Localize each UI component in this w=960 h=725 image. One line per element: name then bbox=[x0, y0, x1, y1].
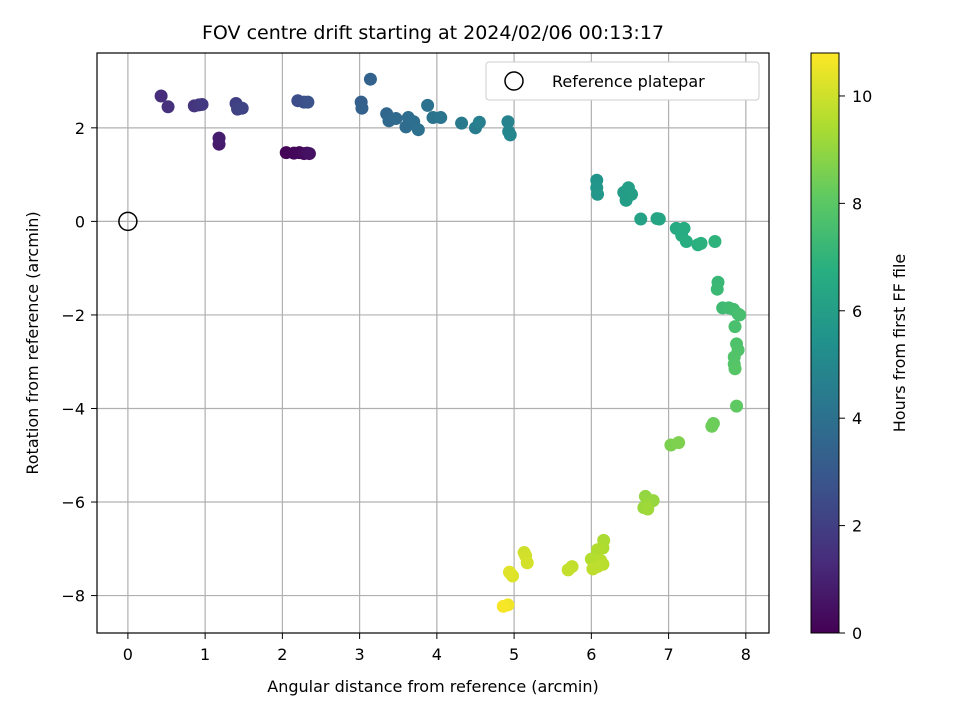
colorbar-tick-label: 4 bbox=[852, 409, 862, 428]
plot-frame bbox=[96, 52, 770, 634]
scatter-point bbox=[561, 563, 575, 577]
y-tick-label: −4 bbox=[61, 399, 85, 418]
grid bbox=[97, 53, 769, 633]
scatter-point bbox=[586, 562, 600, 576]
scatter-point bbox=[730, 399, 744, 413]
scatter-point bbox=[728, 362, 742, 376]
scatter-point bbox=[212, 131, 226, 145]
legend-marker-icon bbox=[504, 71, 524, 91]
y-tick-label: −8 bbox=[61, 587, 85, 606]
scatter-point bbox=[501, 115, 515, 129]
scatter-point bbox=[625, 187, 639, 201]
colorbar-tick-label: 6 bbox=[852, 302, 862, 321]
y-tick-label: −2 bbox=[61, 306, 85, 325]
colorbar-tick-label: 2 bbox=[852, 517, 862, 536]
scatter-point bbox=[472, 115, 486, 129]
legend: Reference platepar bbox=[485, 61, 760, 101]
scatter-point bbox=[411, 123, 425, 137]
x-tick-label: 8 bbox=[741, 645, 751, 664]
scatter-points bbox=[154, 72, 747, 613]
y-tick-label: 0 bbox=[75, 212, 85, 231]
scatter-point bbox=[502, 565, 516, 579]
x-tick-label: 2 bbox=[277, 645, 287, 664]
scatter-point bbox=[710, 282, 724, 296]
scatter-point bbox=[708, 235, 722, 248]
scatter-point bbox=[389, 111, 403, 125]
scatter-point bbox=[634, 212, 648, 226]
colorbar-label: Hours from first FF file bbox=[890, 254, 909, 433]
x-axis-label: Angular distance from reference (arcmin) bbox=[267, 677, 598, 696]
scatter-point bbox=[434, 111, 448, 125]
reference-platepar-marker bbox=[118, 211, 138, 232]
x-tick-label: 1 bbox=[200, 645, 210, 664]
x-tick-label: 6 bbox=[586, 645, 596, 664]
scatter-point bbox=[705, 419, 719, 433]
scatter-point bbox=[421, 98, 435, 112]
y-axis-ticks: −8 −6 −4 −2 0 2 bbox=[61, 119, 97, 606]
colorbar-gradient bbox=[810, 52, 840, 634]
scatter-point bbox=[520, 556, 534, 570]
colorbar-tick-label: 10 bbox=[852, 87, 872, 106]
scatter-point bbox=[591, 543, 605, 557]
scatter-point bbox=[652, 212, 666, 226]
scatter-point bbox=[455, 116, 469, 130]
x-tick-label: 3 bbox=[355, 645, 365, 664]
scatter-point bbox=[302, 147, 316, 161]
scatter-point bbox=[694, 236, 708, 250]
scatter-point bbox=[195, 97, 209, 111]
scatter-point bbox=[496, 599, 510, 613]
scatter-point bbox=[641, 502, 655, 516]
y-axis-label: Rotation from reference (arcmin) bbox=[23, 211, 42, 474]
scatter-point bbox=[733, 308, 747, 322]
x-tick-label: 5 bbox=[509, 645, 519, 664]
scatter-point bbox=[677, 221, 691, 235]
scatter-point bbox=[355, 101, 369, 115]
scatter-point bbox=[363, 72, 377, 86]
legend-box bbox=[485, 61, 760, 101]
y-tick-label: −6 bbox=[61, 493, 85, 512]
scatter-point bbox=[591, 187, 605, 201]
legend-entry-label: Reference platepar bbox=[552, 72, 705, 91]
x-axis-ticks: 0 1 2 3 4 5 6 7 8 bbox=[123, 633, 751, 664]
scatter-point bbox=[679, 235, 693, 248]
scatter-point bbox=[161, 100, 175, 114]
colorbar-ticks: 0 2 4 6 8 10 bbox=[839, 87, 872, 643]
colorbar: 0 2 4 6 8 10 Hours from first FF file bbox=[810, 52, 909, 643]
scatter-point bbox=[728, 320, 742, 334]
scatter-point bbox=[235, 101, 249, 115]
chart-title: FOV centre drift starting at 2024/02/06 … bbox=[202, 22, 664, 44]
scatter-point bbox=[503, 128, 517, 142]
y-tick-label: 2 bbox=[75, 119, 85, 138]
colorbar-tick-label: 0 bbox=[852, 624, 862, 643]
scatter-point bbox=[154, 89, 168, 103]
x-tick-label: 7 bbox=[663, 645, 673, 664]
colorbar-tick-label: 8 bbox=[852, 194, 862, 213]
x-tick-label: 4 bbox=[432, 645, 442, 664]
scatter-point bbox=[672, 436, 686, 450]
scatter-point bbox=[301, 95, 315, 109]
x-tick-label: 0 bbox=[123, 645, 133, 664]
